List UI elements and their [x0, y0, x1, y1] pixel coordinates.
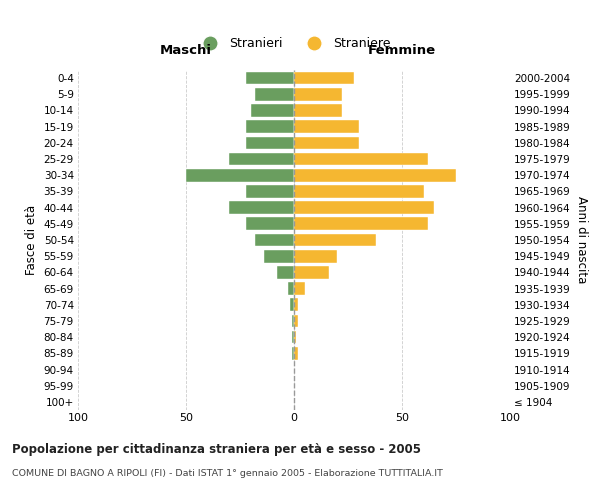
Text: Popolazione per cittadinanza straniera per età e sesso - 2005: Popolazione per cittadinanza straniera p… — [12, 442, 421, 456]
Bar — [292, 347, 294, 360]
Y-axis label: Fasce di età: Fasce di età — [25, 205, 38, 275]
Bar — [294, 104, 341, 117]
Bar — [294, 152, 428, 166]
Y-axis label: Anni di nascita: Anni di nascita — [575, 196, 587, 284]
Bar — [294, 266, 329, 278]
Bar — [294, 218, 428, 230]
Text: Femmine: Femmine — [368, 44, 436, 58]
Bar — [294, 282, 305, 295]
Bar — [294, 120, 359, 133]
Bar — [247, 185, 294, 198]
Bar — [277, 266, 294, 278]
Bar — [294, 298, 298, 311]
Bar — [247, 72, 294, 85]
Bar — [294, 314, 298, 328]
Bar — [247, 120, 294, 133]
Bar — [294, 72, 355, 85]
Bar — [294, 347, 298, 360]
Bar — [294, 234, 376, 246]
Bar — [292, 331, 294, 344]
Bar — [186, 169, 294, 181]
Bar — [294, 185, 424, 198]
Text: Maschi: Maschi — [160, 44, 212, 58]
Bar — [294, 88, 341, 101]
Bar — [229, 152, 294, 166]
Bar — [294, 202, 434, 214]
Bar — [294, 169, 456, 181]
Bar — [294, 250, 337, 262]
Bar — [264, 250, 294, 262]
Text: COMUNE DI BAGNO A RIPOLI (FI) - Dati ISTAT 1° gennaio 2005 - Elaborazione TUTTIT: COMUNE DI BAGNO A RIPOLI (FI) - Dati IST… — [12, 469, 443, 478]
Bar — [247, 218, 294, 230]
Bar — [294, 331, 296, 344]
Bar — [229, 202, 294, 214]
Bar — [251, 104, 294, 117]
Bar — [255, 88, 294, 101]
Bar — [292, 314, 294, 328]
Bar — [294, 136, 359, 149]
Legend: Stranieri, Straniere: Stranieri, Straniere — [193, 32, 395, 55]
Bar — [255, 234, 294, 246]
Bar — [247, 136, 294, 149]
Bar — [287, 282, 294, 295]
Bar — [290, 298, 294, 311]
